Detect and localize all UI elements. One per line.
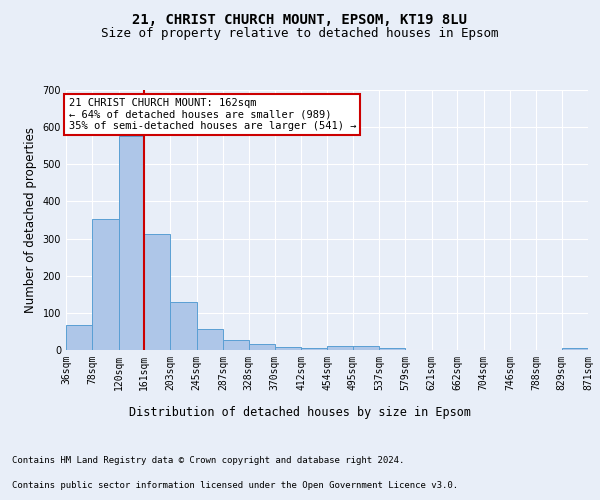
Bar — [328, 346, 353, 350]
Bar — [170, 302, 197, 350]
Bar — [301, 348, 328, 350]
Bar — [275, 347, 301, 350]
Text: Contains public sector information licensed under the Open Government Licence v3: Contains public sector information licen… — [12, 481, 458, 490]
Text: Contains HM Land Registry data © Crown copyright and database right 2024.: Contains HM Land Registry data © Crown c… — [12, 456, 404, 465]
Bar — [144, 234, 170, 350]
Bar — [562, 348, 588, 350]
Bar — [66, 324, 92, 350]
Text: Size of property relative to detached houses in Epsom: Size of property relative to detached ho… — [101, 28, 499, 40]
Bar — [197, 329, 223, 350]
Bar — [223, 340, 248, 350]
Bar — [92, 220, 119, 350]
Bar — [379, 348, 406, 350]
Bar — [248, 344, 275, 350]
Text: 21 CHRIST CHURCH MOUNT: 162sqm
← 64% of detached houses are smaller (989)
35% of: 21 CHRIST CHURCH MOUNT: 162sqm ← 64% of … — [68, 98, 356, 131]
Text: 21, CHRIST CHURCH MOUNT, EPSOM, KT19 8LU: 21, CHRIST CHURCH MOUNT, EPSOM, KT19 8LU — [133, 12, 467, 26]
Y-axis label: Number of detached properties: Number of detached properties — [24, 127, 37, 313]
Bar — [119, 136, 144, 350]
Text: Distribution of detached houses by size in Epsom: Distribution of detached houses by size … — [129, 406, 471, 419]
Bar — [353, 346, 379, 350]
